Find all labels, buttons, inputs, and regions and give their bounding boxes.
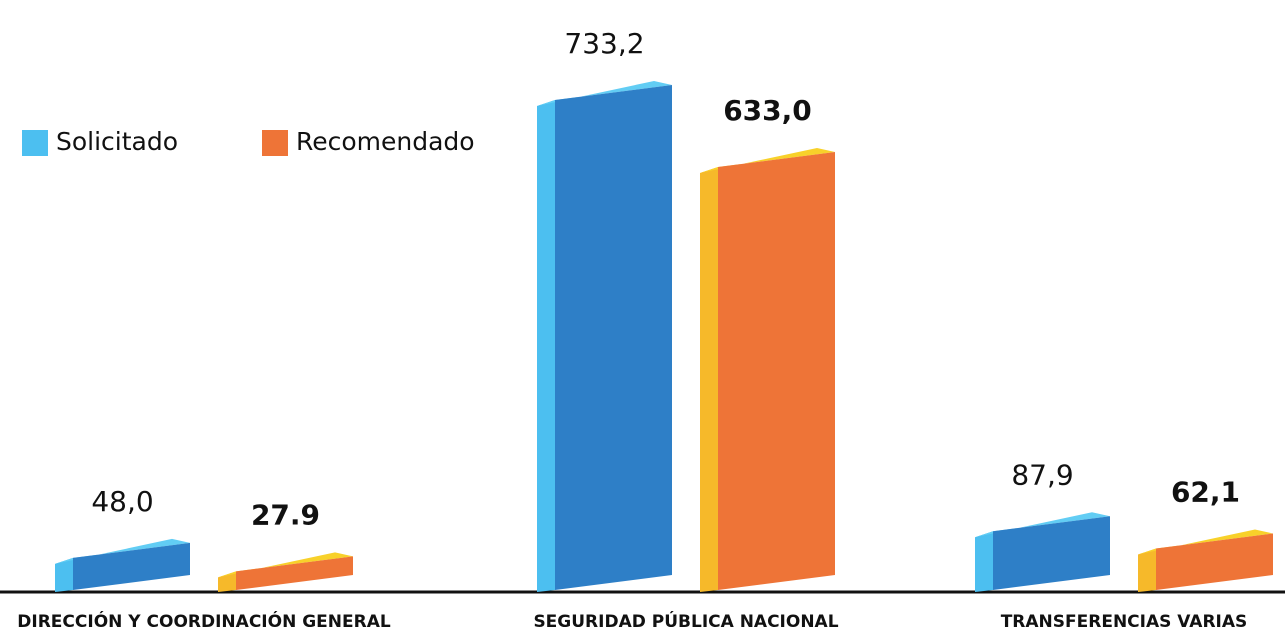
bar-top	[975, 512, 1110, 538]
bar-front	[1156, 533, 1273, 590]
bar-front	[555, 85, 672, 590]
bar	[218, 552, 353, 592]
bar	[700, 147, 835, 592]
bar-top	[537, 81, 672, 106]
x-tick-label: DIRECCIÓN Y COORDINACIÓN GENERAL	[17, 610, 391, 632]
legend-label: Solicitado	[56, 127, 178, 156]
bar	[537, 81, 672, 592]
bar-top	[700, 147, 835, 173]
bar	[975, 512, 1110, 592]
legend-swatch	[22, 130, 48, 156]
value-label: 87,9	[1011, 458, 1073, 491]
bar-front	[73, 542, 190, 590]
legend-swatch	[262, 130, 288, 156]
x-tick-label: TRANSFERENCIAS VARIAS	[1001, 612, 1248, 632]
value-label: 62,1	[1171, 475, 1240, 508]
bar	[1138, 529, 1273, 592]
value-label: 633,0	[723, 94, 812, 127]
bar-side	[537, 100, 555, 592]
bar-front	[718, 151, 835, 590]
bar-top	[218, 552, 353, 578]
legend-label: Recomendado	[296, 127, 475, 156]
bar-side	[975, 531, 993, 592]
bar-top	[55, 538, 190, 564]
bar-front	[236, 556, 353, 590]
bar	[55, 538, 190, 592]
value-label: 733,2	[564, 27, 644, 60]
bar-top	[1138, 529, 1273, 555]
value-label: 48,0	[91, 485, 153, 518]
bar-side	[218, 571, 236, 592]
bar-front	[993, 516, 1110, 590]
value-label: 27.9	[251, 498, 320, 531]
bar-side	[1138, 548, 1156, 592]
bar-side	[55, 557, 73, 592]
x-tick-label: SEGURIDAD PÚBLICA NACIONAL	[533, 610, 838, 632]
bar-side	[700, 166, 718, 592]
